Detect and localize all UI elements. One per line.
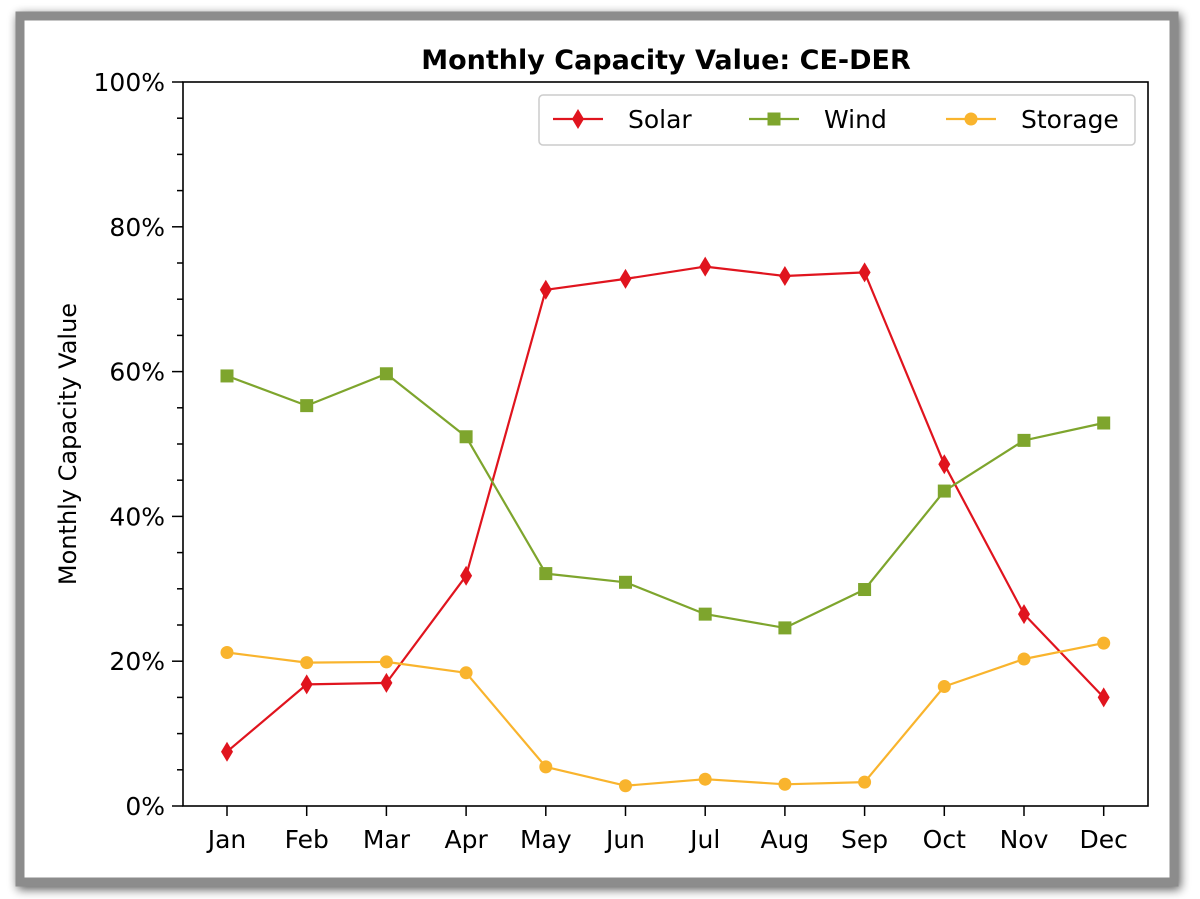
solar-point bbox=[300, 674, 313, 695]
solar-point bbox=[1097, 687, 1110, 708]
legend-marker-storage bbox=[964, 112, 978, 126]
legend-box bbox=[538, 94, 1136, 146]
wind-series bbox=[220, 367, 1111, 635]
wind-point bbox=[539, 567, 553, 581]
storage-point bbox=[778, 777, 792, 791]
legend-label-wind: Wind bbox=[824, 105, 887, 134]
x-tick-label: May bbox=[520, 825, 572, 854]
legend: Solar Wind Storage bbox=[538, 94, 1136, 146]
legend-label-storage: Storage bbox=[1021, 105, 1119, 134]
solar-point bbox=[778, 266, 791, 287]
legend-item-solar: Solar bbox=[553, 105, 692, 134]
y-tick-label: 100% bbox=[94, 68, 165, 97]
solar-point bbox=[938, 454, 951, 475]
wind-point bbox=[1097, 416, 1111, 430]
x-tick-label: Sep bbox=[841, 825, 888, 854]
frame-border bbox=[15, 11, 1179, 887]
storage-series bbox=[220, 636, 1111, 793]
wind-point bbox=[1017, 433, 1031, 447]
series-layer bbox=[220, 256, 1111, 793]
storage-point bbox=[698, 772, 712, 786]
y-tick-label: 40% bbox=[109, 502, 165, 531]
chart-title: Monthly Capacity Value: CE-DER bbox=[421, 45, 911, 76]
x-tick-label: Apr bbox=[444, 825, 488, 854]
wind-point bbox=[858, 583, 872, 597]
x-tick-label: Aug bbox=[760, 825, 809, 854]
wind-point bbox=[379, 367, 393, 381]
solar-point bbox=[460, 565, 473, 586]
storage-point bbox=[1097, 636, 1111, 650]
wind-point bbox=[300, 399, 314, 413]
legend-marker-wind bbox=[767, 112, 781, 126]
storage-point bbox=[937, 680, 951, 694]
solar-point bbox=[699, 256, 712, 277]
wind-point bbox=[220, 369, 234, 383]
wind-point bbox=[778, 621, 792, 635]
storage-point bbox=[858, 775, 872, 789]
y-axis: 0% 20% 40% 60% 80% 100% bbox=[94, 68, 183, 821]
solar-point bbox=[221, 741, 233, 762]
solar-point bbox=[619, 268, 632, 289]
solar-point bbox=[1018, 604, 1030, 625]
x-tick-label: Jul bbox=[688, 825, 720, 854]
wind-line bbox=[226, 372, 1104, 630]
solar-point bbox=[380, 672, 393, 693]
wind-point bbox=[937, 484, 951, 498]
legend-marker-solar bbox=[572, 109, 584, 129]
y-tick-label: 80% bbox=[109, 213, 165, 242]
x-tick-label: Oct bbox=[923, 825, 966, 854]
x-tick-label: Jan bbox=[206, 825, 247, 854]
storage-point bbox=[619, 779, 632, 793]
wind-point bbox=[698, 607, 712, 621]
storage-point bbox=[459, 666, 473, 680]
solar-point bbox=[539, 279, 552, 300]
storage-line bbox=[226, 642, 1104, 787]
y-axis-title: Monthly Capacity Value bbox=[54, 303, 82, 585]
x-axis: Jan Feb Mar Apr May Jun Jul Aug Sep Oct Nov Dec bbox=[206, 806, 1128, 854]
storage-point bbox=[539, 760, 553, 774]
solar-series bbox=[221, 256, 1110, 762]
wind-point bbox=[619, 575, 632, 589]
x-tick-label: Dec bbox=[1080, 825, 1128, 854]
legend-item-storage: Storage bbox=[946, 105, 1119, 134]
wind-point bbox=[459, 430, 473, 444]
solar-line bbox=[226, 265, 1105, 753]
x-tick-label: Nov bbox=[1000, 825, 1049, 854]
storage-point bbox=[1017, 652, 1031, 666]
x-tick-label: Mar bbox=[363, 825, 411, 854]
storage-point bbox=[300, 656, 314, 670]
x-tick-label: Jun bbox=[604, 825, 645, 854]
solar-point bbox=[858, 262, 871, 283]
storage-point bbox=[379, 655, 393, 669]
y-tick-label: 0% bbox=[125, 792, 165, 821]
x-tick-label: Feb bbox=[285, 825, 329, 854]
y-tick-label: 20% bbox=[109, 647, 165, 676]
legend-label-solar: Solar bbox=[628, 105, 692, 134]
y-tick-label: 60% bbox=[109, 358, 165, 387]
storage-point bbox=[220, 646, 234, 660]
legend-item-wind: Wind bbox=[749, 105, 887, 134]
